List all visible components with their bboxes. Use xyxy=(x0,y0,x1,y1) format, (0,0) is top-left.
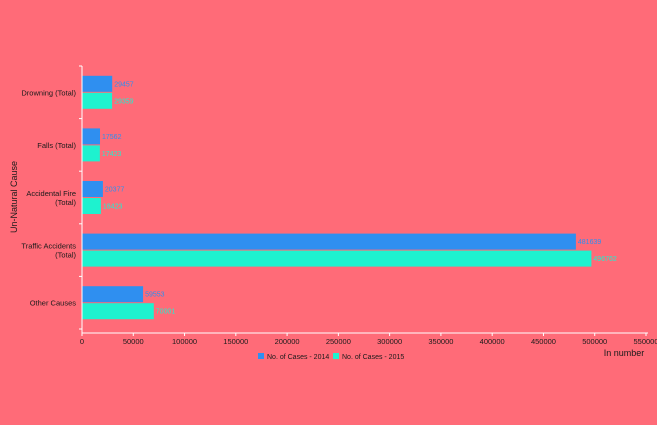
category-label-line: Accidental Fire xyxy=(26,189,76,198)
x-tick-label: 500000 xyxy=(582,337,607,346)
bar-2015 xyxy=(82,303,154,320)
x-tick-label: 250000 xyxy=(326,337,351,346)
data-labels: 29457 29359 17562 17423 20377 18423 481639 4967… xyxy=(102,81,617,315)
x-tick-label: 150000 xyxy=(223,337,248,346)
data-label-2014: 481639 xyxy=(578,239,601,246)
data-label-2015: 18423 xyxy=(103,204,123,211)
x-tick-label: 50000 xyxy=(123,337,144,346)
category-label: Accidental Fire (Total) xyxy=(26,189,76,207)
bar-2014 xyxy=(82,181,103,197)
category-label-line: (Total) xyxy=(55,198,76,207)
bar-2015 xyxy=(82,250,592,267)
category-label: Drowning (Total) xyxy=(21,88,76,97)
x-tick-label: 400000 xyxy=(480,337,505,346)
category-label-line: Drowning (Total) xyxy=(21,88,76,97)
data-label-2015: 17423 xyxy=(102,151,122,158)
x-axis-title: In number xyxy=(604,348,645,358)
legend-label-2014: No. of Cases - 2014 xyxy=(267,354,329,361)
category-label: Falls (Total) xyxy=(37,141,76,150)
category-label-line: Traffic Accidents xyxy=(21,242,76,251)
category-label: Traffic Accidents (Total) xyxy=(21,242,76,260)
data-label-2014: 59553 xyxy=(145,292,165,299)
bars xyxy=(82,75,592,320)
bar-2015 xyxy=(82,145,100,162)
data-label-2015: 29359 xyxy=(114,98,134,105)
bar-2014 xyxy=(82,75,113,92)
x-tick-label: 550000 xyxy=(633,337,657,346)
data-label-2014: 20377 xyxy=(105,187,125,194)
legend-swatch-2014 xyxy=(258,353,264,359)
category-labels: Drowning (Total) Falls (Total) Accidental … xyxy=(21,88,76,307)
legend: No. of Cases - 2014 No. of Cases - 2015 xyxy=(258,353,404,361)
y-axis-title: Un-Natural Cause xyxy=(9,161,19,233)
bar-2015 xyxy=(82,92,113,109)
legend-swatch-2015 xyxy=(333,353,339,359)
x-tick-label: 200000 xyxy=(275,337,300,346)
x-tick-label: 300000 xyxy=(377,337,402,346)
data-label-2014: 17562 xyxy=(102,134,122,141)
x-axis-ticks: 0 50000 100000 150000 200000 250000 300000 3500… xyxy=(80,333,657,346)
x-tick-label: 450000 xyxy=(531,337,556,346)
category-label-line: Other Causes xyxy=(30,299,77,308)
bar-2015 xyxy=(82,198,101,214)
data-label-2015: 70001 xyxy=(156,309,176,316)
bar-2014 xyxy=(82,128,101,145)
category-label-line: Falls (Total) xyxy=(37,141,76,150)
bar-2014 xyxy=(82,233,576,250)
category-label: Other Causes xyxy=(30,299,77,308)
data-label-2015: 496762 xyxy=(593,256,616,263)
x-tick-label: 350000 xyxy=(428,337,453,346)
bar-2014 xyxy=(82,286,144,303)
x-tick-label: 100000 xyxy=(172,337,197,346)
axes xyxy=(79,65,648,334)
category-label-line: (Total) xyxy=(55,251,76,260)
legend-label-2015: No. of Cases - 2015 xyxy=(342,354,404,361)
x-tick-label: 0 xyxy=(80,337,84,346)
data-label-2014: 29457 xyxy=(114,81,134,88)
